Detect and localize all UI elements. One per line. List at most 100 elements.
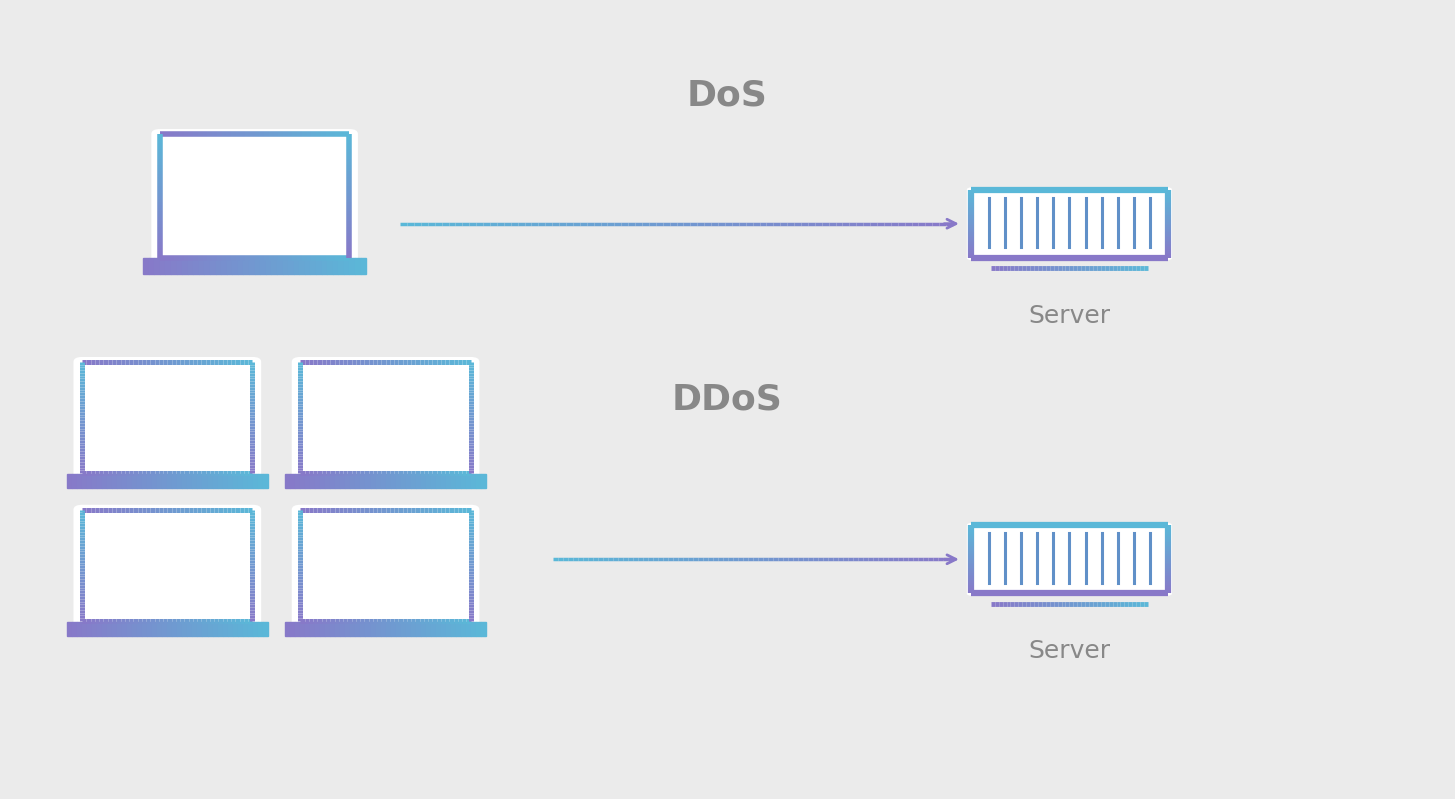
- Polygon shape: [386, 474, 390, 488]
- Polygon shape: [375, 474, 381, 488]
- Polygon shape: [258, 474, 263, 488]
- Polygon shape: [471, 474, 476, 488]
- Polygon shape: [416, 622, 420, 636]
- Polygon shape: [182, 259, 188, 275]
- Polygon shape: [316, 622, 320, 636]
- Polygon shape: [426, 622, 431, 636]
- FancyBboxPatch shape: [292, 357, 480, 478]
- Polygon shape: [223, 474, 227, 488]
- Polygon shape: [340, 474, 345, 488]
- Polygon shape: [137, 474, 143, 488]
- Polygon shape: [249, 259, 255, 275]
- Polygon shape: [167, 474, 172, 488]
- Polygon shape: [326, 622, 330, 636]
- Polygon shape: [253, 474, 258, 488]
- Polygon shape: [210, 259, 215, 275]
- FancyBboxPatch shape: [292, 505, 480, 626]
- Polygon shape: [335, 474, 340, 488]
- Polygon shape: [253, 622, 258, 636]
- Polygon shape: [255, 259, 260, 275]
- Polygon shape: [371, 622, 375, 636]
- Polygon shape: [81, 474, 87, 488]
- Polygon shape: [260, 259, 266, 275]
- Polygon shape: [122, 622, 127, 636]
- Polygon shape: [157, 474, 163, 488]
- FancyBboxPatch shape: [151, 129, 358, 262]
- Polygon shape: [365, 474, 371, 488]
- Polygon shape: [285, 474, 290, 488]
- Polygon shape: [320, 474, 326, 488]
- Polygon shape: [166, 259, 170, 275]
- Polygon shape: [263, 622, 268, 636]
- Polygon shape: [320, 622, 326, 636]
- Polygon shape: [223, 622, 227, 636]
- Polygon shape: [455, 622, 461, 636]
- Polygon shape: [237, 259, 243, 275]
- Polygon shape: [466, 622, 471, 636]
- Polygon shape: [349, 259, 355, 275]
- Polygon shape: [127, 622, 132, 636]
- Polygon shape: [227, 622, 233, 636]
- Polygon shape: [215, 259, 221, 275]
- Polygon shape: [122, 474, 127, 488]
- Polygon shape: [143, 474, 147, 488]
- Polygon shape: [330, 622, 335, 636]
- Polygon shape: [102, 474, 108, 488]
- Polygon shape: [221, 259, 227, 275]
- Polygon shape: [212, 622, 218, 636]
- Polygon shape: [345, 474, 351, 488]
- Polygon shape: [218, 622, 223, 636]
- Polygon shape: [381, 622, 386, 636]
- Polygon shape: [285, 622, 290, 636]
- Polygon shape: [365, 622, 371, 636]
- Polygon shape: [476, 474, 482, 488]
- Polygon shape: [306, 622, 310, 636]
- Polygon shape: [288, 259, 294, 275]
- Polygon shape: [416, 474, 420, 488]
- Polygon shape: [202, 474, 208, 488]
- Polygon shape: [77, 474, 81, 488]
- Polygon shape: [310, 474, 316, 488]
- Polygon shape: [243, 259, 249, 275]
- Polygon shape: [300, 622, 306, 636]
- Polygon shape: [396, 474, 400, 488]
- Polygon shape: [143, 622, 147, 636]
- Polygon shape: [182, 474, 188, 488]
- Polygon shape: [87, 622, 92, 636]
- Polygon shape: [371, 474, 375, 488]
- Polygon shape: [436, 622, 441, 636]
- Polygon shape: [202, 622, 208, 636]
- Polygon shape: [330, 474, 335, 488]
- Polygon shape: [310, 622, 316, 636]
- Polygon shape: [300, 474, 306, 488]
- Polygon shape: [420, 622, 426, 636]
- Polygon shape: [276, 259, 282, 275]
- Polygon shape: [192, 474, 198, 488]
- Polygon shape: [339, 259, 343, 275]
- Polygon shape: [67, 474, 71, 488]
- Polygon shape: [451, 474, 455, 488]
- FancyBboxPatch shape: [966, 187, 1173, 260]
- Polygon shape: [112, 474, 116, 488]
- Polygon shape: [282, 259, 288, 275]
- Polygon shape: [431, 474, 436, 488]
- Polygon shape: [208, 622, 212, 636]
- Polygon shape: [204, 259, 210, 275]
- Polygon shape: [445, 622, 451, 636]
- Polygon shape: [188, 474, 192, 488]
- Polygon shape: [266, 259, 272, 275]
- Polygon shape: [482, 474, 486, 488]
- Polygon shape: [396, 622, 400, 636]
- Polygon shape: [116, 622, 122, 636]
- Polygon shape: [160, 259, 166, 275]
- Polygon shape: [410, 622, 416, 636]
- Polygon shape: [81, 622, 87, 636]
- Polygon shape: [102, 622, 108, 636]
- Polygon shape: [178, 474, 182, 488]
- Polygon shape: [375, 622, 381, 636]
- Polygon shape: [420, 474, 426, 488]
- Polygon shape: [345, 622, 351, 636]
- Polygon shape: [137, 622, 143, 636]
- Polygon shape: [263, 474, 268, 488]
- Polygon shape: [153, 474, 157, 488]
